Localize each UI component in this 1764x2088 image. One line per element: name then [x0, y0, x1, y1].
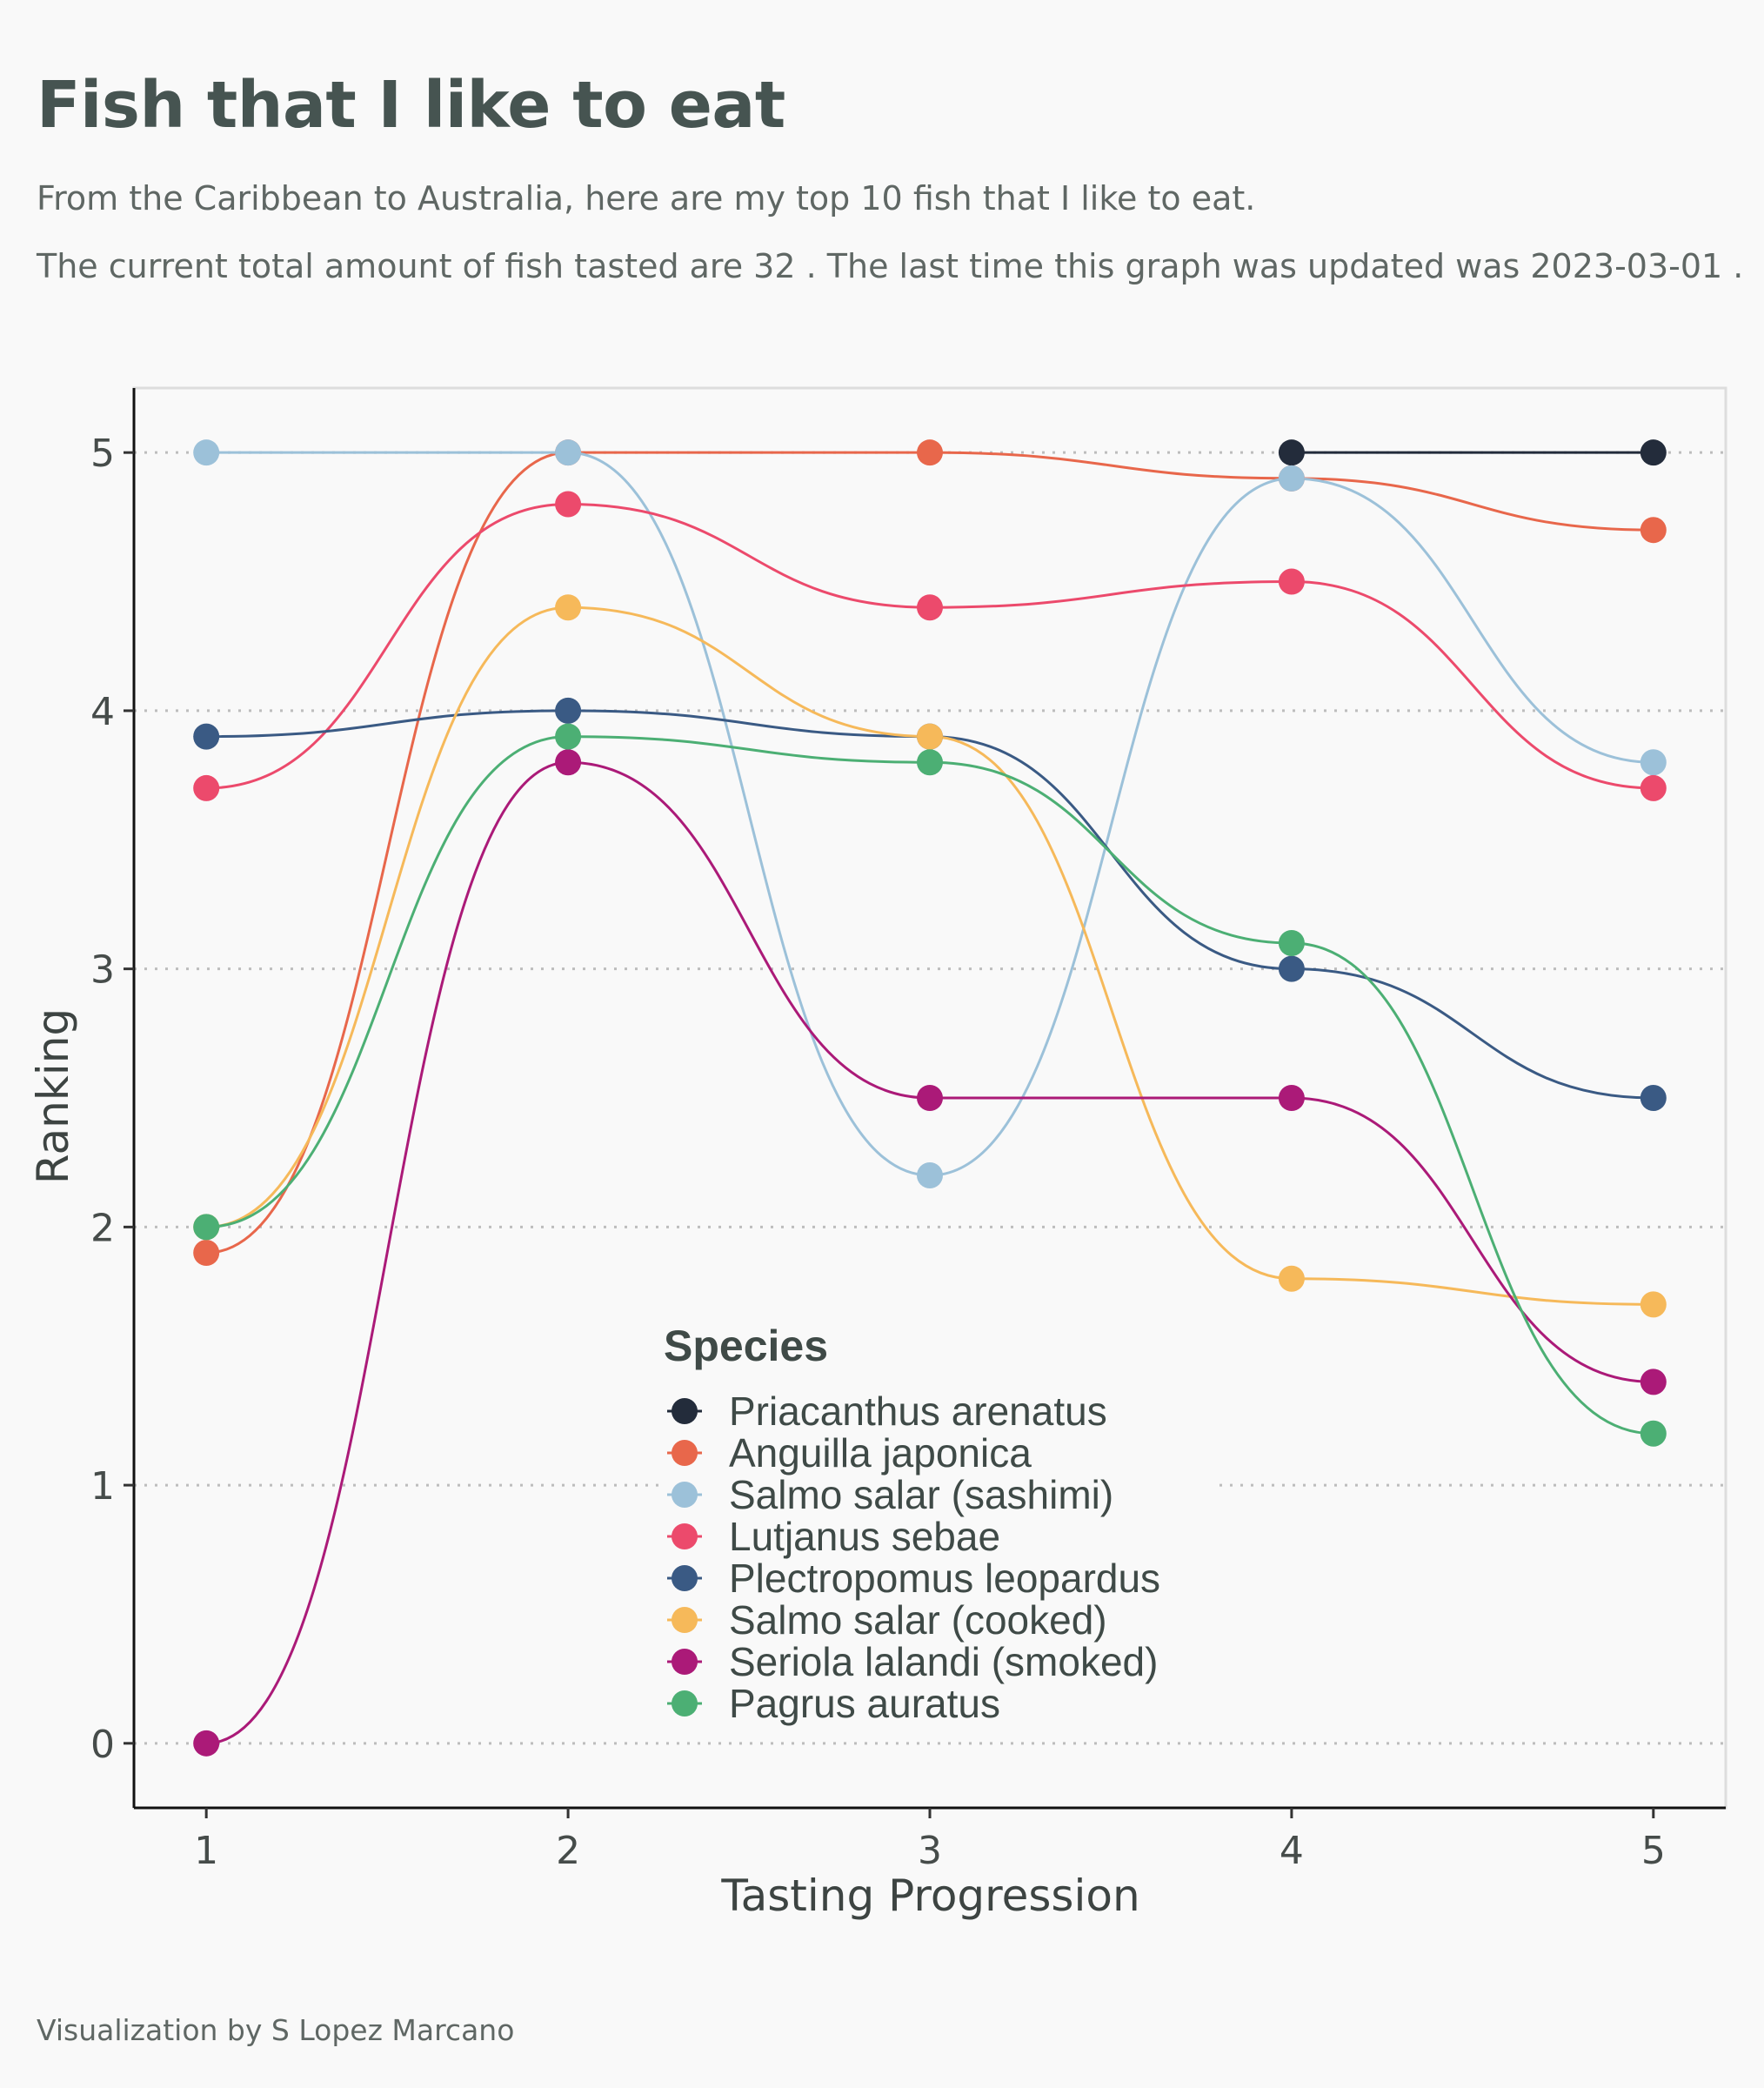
x-tick-label: 3 — [918, 1829, 942, 1873]
x-tick-label: 2 — [556, 1829, 580, 1873]
data-point — [1278, 1085, 1305, 1111]
legend-label: Lutjanus sebae — [729, 1514, 1000, 1559]
data-point — [917, 1085, 943, 1111]
data-point — [555, 491, 582, 518]
x-tick-label: 5 — [1641, 1829, 1666, 1873]
data-point — [1640, 439, 1667, 466]
data-point — [917, 723, 943, 750]
legend-label: Seriola lalandi (smoked) — [729, 1639, 1158, 1684]
legend-key-point — [672, 1690, 698, 1717]
y-tick-label: 5 — [90, 432, 115, 476]
data-point — [1640, 517, 1667, 544]
data-point — [1640, 1085, 1667, 1111]
data-point — [193, 774, 220, 801]
legend-label: Pagrus auratus — [729, 1681, 1000, 1726]
data-point — [555, 439, 582, 466]
data-point — [193, 723, 220, 750]
data-point — [917, 1162, 943, 1189]
data-point — [555, 749, 582, 776]
legend-key-point — [672, 1398, 698, 1424]
legend-label: Plectropomus leopardus — [729, 1556, 1160, 1601]
series-line — [206, 503, 1654, 790]
series-line — [206, 451, 1654, 1177]
data-point — [1278, 439, 1305, 466]
legend-key-point — [672, 1523, 698, 1549]
legend-key-point — [672, 1482, 698, 1508]
x-axis-ticks: 1 2 3 4 5 — [194, 1808, 1666, 1873]
data-point — [193, 439, 220, 466]
legend-label: Salmo salar (sashimi) — [729, 1472, 1113, 1517]
x-tick-label: 4 — [1280, 1829, 1304, 1873]
legend-label: Salmo salar (cooked) — [729, 1597, 1107, 1643]
y-tick-label: 1 — [90, 1464, 115, 1509]
y-tick-label: 3 — [90, 948, 115, 993]
chart-title: Fish that I like to eat — [37, 68, 785, 143]
x-tick-label: 1 — [194, 1829, 218, 1873]
chart-caption: Visualization by S Lopez Marcano — [37, 2013, 515, 2047]
series-points — [193, 439, 1667, 1757]
legend-title: Species — [664, 1322, 828, 1370]
legend-key-point — [672, 1649, 698, 1675]
data-point — [1278, 568, 1305, 595]
y-axis-title: Ranking — [28, 1008, 78, 1184]
data-point — [1640, 1291, 1667, 1318]
data-point — [1278, 929, 1305, 956]
data-point — [193, 1730, 220, 1757]
y-tick-label: 0 — [90, 1723, 115, 1767]
data-point — [917, 749, 943, 776]
legend-background — [661, 1308, 1213, 1723]
data-point — [917, 439, 943, 466]
data-point — [555, 594, 582, 621]
data-point — [193, 1214, 220, 1241]
legend-label: Priacanthus arenatus — [729, 1389, 1107, 1434]
legend-key-point — [672, 1565, 698, 1591]
legend-label: Anguilla japonica — [729, 1430, 1032, 1476]
data-point — [1640, 749, 1667, 776]
data-point — [1640, 774, 1667, 801]
data-point — [1278, 465, 1305, 492]
chart-subtitle-update: The current total amount of fish tasted … — [37, 247, 1744, 285]
series-line — [206, 451, 1654, 1255]
legend-key-point — [672, 1440, 698, 1466]
y-tick-label: 2 — [90, 1206, 115, 1250]
chart-subtitle: From the Caribbean to Australia, here ar… — [37, 179, 1256, 218]
legend-key-point — [672, 1607, 698, 1633]
data-point — [1640, 1420, 1667, 1447]
series-line — [206, 760, 1654, 1745]
data-point — [1278, 955, 1305, 982]
y-axis-ticks: 0 1 2 3 4 5 — [90, 432, 134, 1767]
y-tick-label: 4 — [90, 690, 115, 734]
data-point — [1278, 1265, 1305, 1292]
data-point — [1640, 1369, 1667, 1395]
data-point — [193, 1240, 220, 1267]
data-point — [917, 594, 943, 621]
data-point — [555, 697, 582, 724]
data-point — [555, 723, 582, 750]
x-axis-title: Tasting Progression — [720, 1870, 1139, 1921]
